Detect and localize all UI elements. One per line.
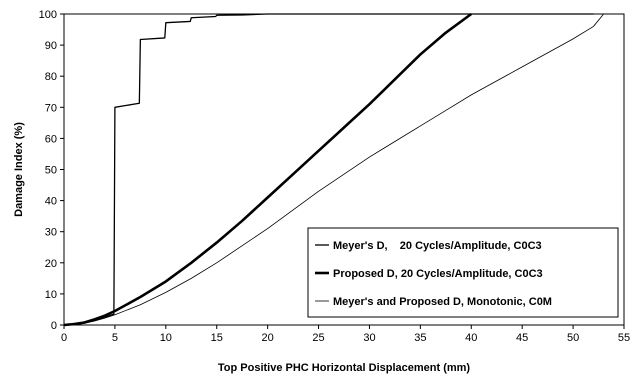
y-tick-label: 100 — [39, 9, 57, 21]
y-tick-label: 50 — [45, 165, 57, 177]
y-tick-label: 30 — [45, 227, 57, 239]
legend: Meyer's D, 20 Cycles/Amplitude, C0C3 Prop… — [307, 227, 619, 318]
y-tick-label: 60 — [45, 133, 57, 145]
x-tick-label: 20 — [262, 332, 274, 344]
series-line-2 — [63, 12, 473, 327]
legend-label-2: Proposed D, 20 Cycles/Amplitude, C0C3 — [333, 268, 543, 280]
x-tick-label: 55 — [618, 332, 630, 344]
legend-box — [307, 227, 619, 318]
x-tick-label: 35 — [414, 332, 426, 344]
y-tick-label: 90 — [45, 40, 57, 52]
series-line-3 — [63, 13, 604, 326]
x-axis-title: Top Positive PHC Horizontal Displacement… — [218, 362, 471, 374]
y-tick-label: 80 — [45, 71, 57, 83]
x-tick-label: 10 — [160, 332, 172, 344]
x-tick-label: 40 — [465, 332, 477, 344]
x-tick-label: 25 — [312, 332, 324, 344]
x-tick-label: 50 — [567, 332, 579, 344]
x-tick-label: 5 — [112, 332, 118, 344]
y-axis-ticks: 0 10 20 30 40 50 60 70 80 90 100 — [39, 9, 64, 332]
x-tick-label: 15 — [211, 332, 223, 344]
y-tick-label: 20 — [45, 258, 57, 270]
x-tick-label: 30 — [363, 332, 375, 344]
y-tick-label: 40 — [45, 196, 57, 208]
x-axis-ticks: 0 5 10 15 20 25 30 35 40 45 50 55 — [61, 325, 630, 344]
y-tick-label: 0 — [51, 320, 57, 332]
x-tick-label: 0 — [61, 332, 67, 344]
legend-label-3: Meyer's and Proposed D, Monotonic, C0M — [333, 296, 552, 308]
y-tick-label: 10 — [45, 289, 57, 301]
legend-label-1: Meyer's D, 20 Cycles/Amplitude, C0C3 — [333, 240, 542, 252]
y-tick-label: 70 — [45, 102, 57, 114]
y-axis-title: Damage Index (%) — [13, 122, 25, 217]
x-tick-label: 45 — [516, 332, 528, 344]
series-layer — [63, 12, 604, 327]
